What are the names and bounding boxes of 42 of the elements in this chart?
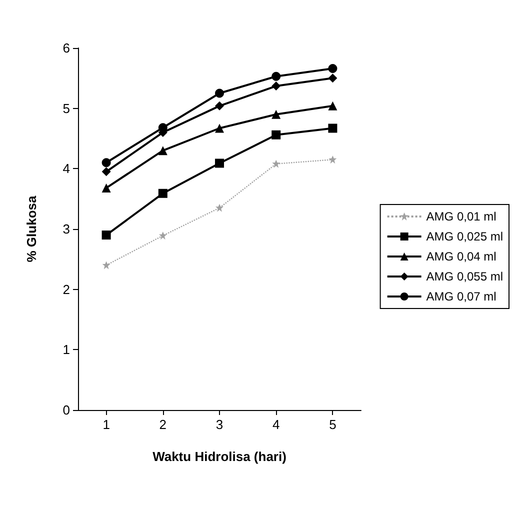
point [328,74,338,83]
point [102,261,110,270]
point [328,124,338,133]
point [216,204,224,212]
y-tick-label: 0 [62,402,70,418]
x-tick-label: 1 [102,417,110,432]
legend-label: AMG 0,055 ml [426,270,504,284]
point [215,101,224,110]
point [215,88,224,98]
x-tick-label: 5 [329,417,336,432]
y-tick-label: 6 [62,40,70,56]
y-tick-label: 5 [62,100,70,116]
x-tick-label: 3 [216,417,224,432]
point [158,188,168,198]
x-tick-label: 2 [159,417,167,432]
point [328,101,338,110]
point [158,146,168,156]
point [102,230,111,240]
y-tick-label: 1 [62,342,70,358]
legend-label: AMG 0,025 ml [426,230,504,244]
y-tick-label: 2 [62,282,70,297]
point [272,82,281,91]
y-axis-title: % Glukosa [24,195,39,262]
point [272,160,280,168]
legend-label: AMG 0,07 ml [426,290,496,304]
x-tick-label: 4 [272,417,280,432]
y-tick-label: 3 [62,222,70,236]
legend-label: AMG 0,04 ml [426,250,496,264]
legend-label: AMG 0,01 ml [426,210,496,224]
point [272,72,281,81]
point [215,158,224,168]
point [328,64,338,74]
y-tick-label: 4 [62,161,70,176]
point [102,158,111,168]
point [272,110,281,119]
x-axis-title: Waktu Hidrolisa (hari) [152,449,286,464]
point [102,183,111,192]
point [102,167,111,176]
point [215,124,224,133]
point [328,156,337,164]
point [272,130,281,140]
point [158,232,167,240]
